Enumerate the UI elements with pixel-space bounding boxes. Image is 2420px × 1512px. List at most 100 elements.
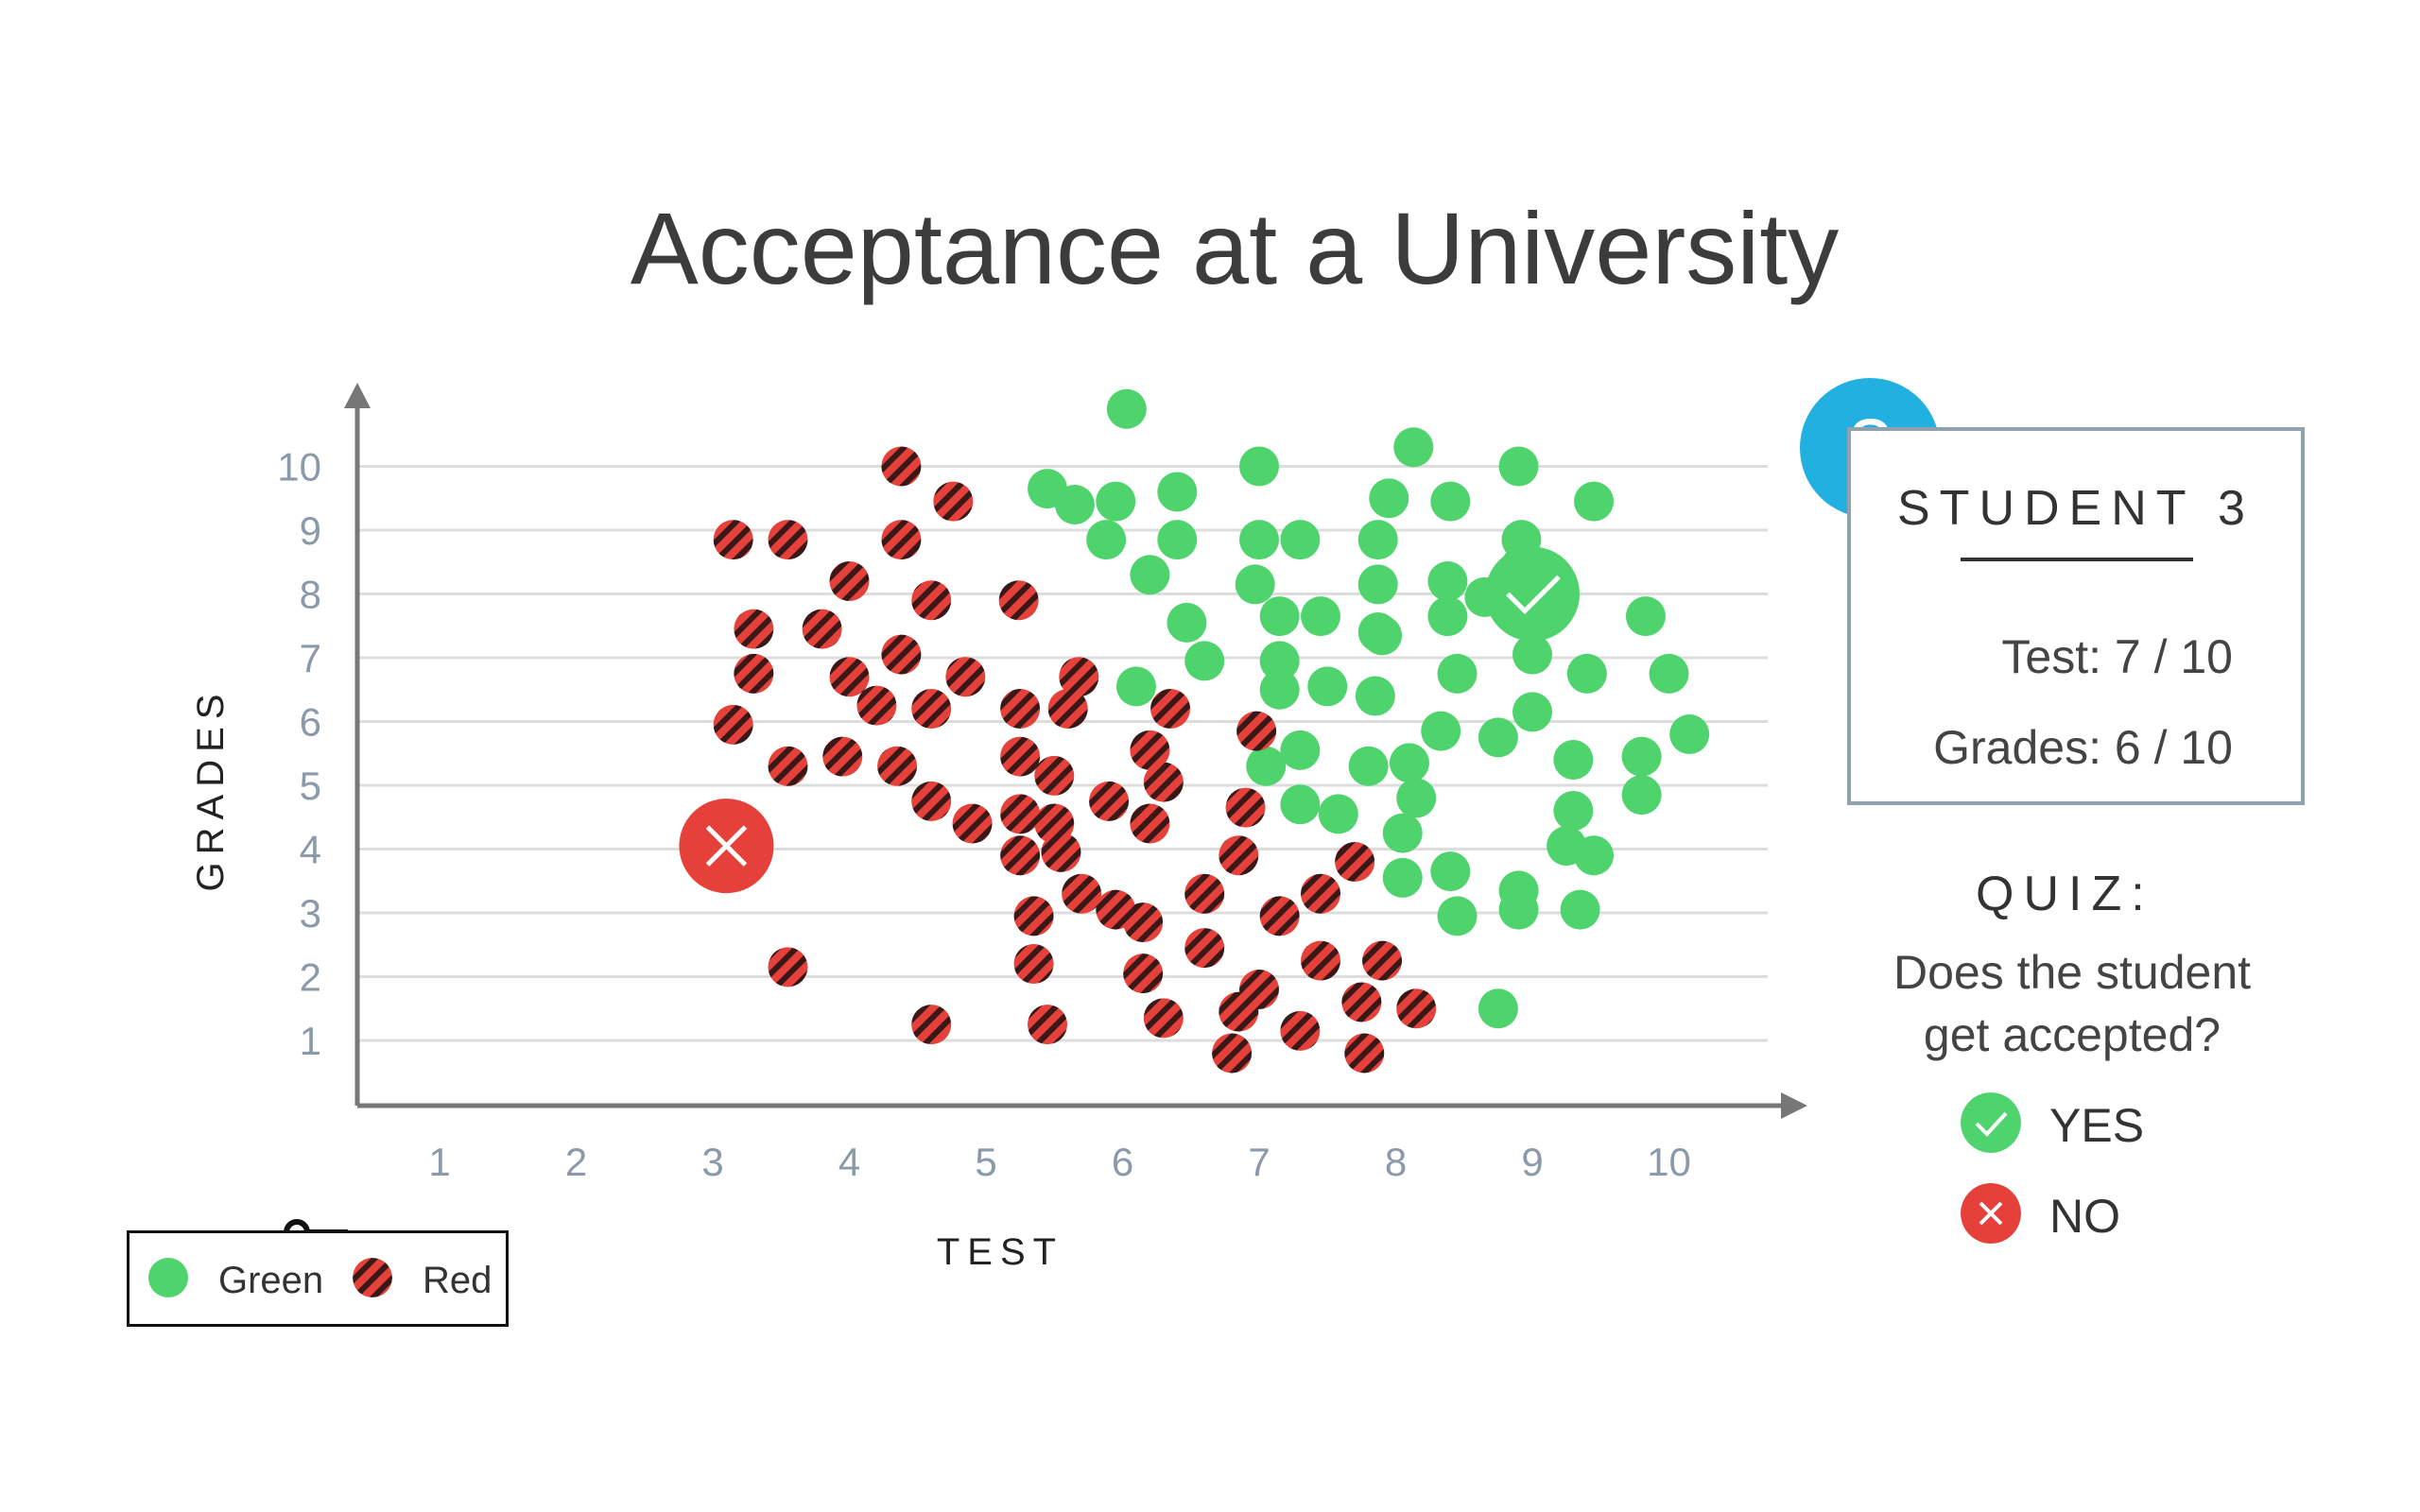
red-point xyxy=(1362,940,1403,981)
red-point xyxy=(1123,902,1164,943)
green-point xyxy=(1357,564,1398,605)
red-point xyxy=(1301,940,1341,981)
red-point xyxy=(1301,873,1341,914)
y-tick-label: 7 xyxy=(300,636,321,680)
green-point xyxy=(1553,740,1594,780)
red-point xyxy=(1396,988,1437,1029)
red-point xyxy=(1280,1010,1321,1051)
green-point xyxy=(1239,446,1279,487)
chart-title: Acceptance at a University xyxy=(630,191,1840,305)
red-point xyxy=(1000,835,1041,876)
green-point xyxy=(1382,813,1423,853)
red-point xyxy=(881,520,922,560)
green-point xyxy=(1307,666,1348,707)
red-point xyxy=(933,481,974,522)
red-point xyxy=(945,657,986,697)
x-tick-label: 6 xyxy=(1112,1140,1133,1184)
red-point xyxy=(877,746,918,786)
axis-labels: 1 2 3 4 5 6 7 8 9 10 1 2 3 4 5 6 7 8 9 10 TEST GRADES xyxy=(190,445,1691,1274)
green-point xyxy=(1621,775,1662,816)
red-point xyxy=(1013,944,1054,984)
red-point xyxy=(998,580,1039,621)
y-tick-label: 9 xyxy=(300,508,321,553)
red-point xyxy=(1059,657,1099,697)
green-point xyxy=(1157,472,1198,512)
y-tick-label: 8 xyxy=(300,573,321,617)
y-axis-arrow xyxy=(344,383,371,408)
x-icon xyxy=(1961,1183,2021,1244)
red-point xyxy=(1335,842,1375,882)
red-point xyxy=(1143,762,1184,802)
green-point xyxy=(1106,388,1147,429)
quiz-title: QUIZ: xyxy=(1976,867,2154,921)
green-point xyxy=(1280,730,1321,770)
red-point xyxy=(822,736,863,777)
y-axis-title: GRADES xyxy=(190,687,232,892)
green-point xyxy=(1498,889,1539,930)
answer-no-option[interactable]: NO xyxy=(1961,1183,2159,1244)
green-point xyxy=(1246,746,1287,786)
green-point xyxy=(1157,520,1198,560)
legend-green-label: Green xyxy=(218,1260,324,1301)
red-point xyxy=(713,520,753,560)
red-point xyxy=(1028,1005,1068,1045)
red-point xyxy=(1236,711,1277,751)
student-heading: STUDENT 3 xyxy=(1897,481,2255,536)
red-point xyxy=(911,580,952,621)
red-point xyxy=(1184,873,1225,914)
check-icon xyxy=(1961,1092,2021,1153)
green-point xyxy=(1130,555,1170,595)
red-point xyxy=(881,634,922,675)
green-point xyxy=(1478,717,1518,758)
legend: Green Red xyxy=(127,1230,509,1327)
green-point xyxy=(1280,520,1321,560)
green-point xyxy=(1427,596,1468,637)
red-point xyxy=(1150,689,1191,729)
check-icon xyxy=(1506,575,1561,615)
x-tick-label: 5 xyxy=(975,1140,996,1184)
y-tick-label: 4 xyxy=(300,828,321,872)
green-point xyxy=(1621,736,1662,777)
red-point xyxy=(1034,755,1075,796)
answer-yes-option[interactable]: YES xyxy=(1961,1092,2159,1153)
green-point xyxy=(1566,653,1607,694)
green-point xyxy=(1574,835,1615,876)
x-tick-label: 7 xyxy=(1248,1140,1270,1184)
red-point xyxy=(1184,928,1225,969)
green-point xyxy=(1430,851,1471,892)
grades-score: Grades: 6 / 10 xyxy=(1933,721,2233,774)
legend-red-label: Red xyxy=(423,1260,493,1301)
answer-no-label: NO xyxy=(2049,1190,2120,1243)
heading-underline xyxy=(1961,558,2193,561)
green-point xyxy=(1437,896,1478,936)
green-point xyxy=(1259,669,1300,710)
green-point xyxy=(1355,676,1395,716)
green-point xyxy=(1318,794,1358,834)
red-point xyxy=(768,746,808,786)
green-point xyxy=(1235,564,1275,605)
green-point xyxy=(1396,778,1437,818)
x-tick-label: 3 xyxy=(701,1140,723,1184)
red-point xyxy=(713,704,753,745)
green-point xyxy=(1280,784,1321,825)
red-point xyxy=(1089,781,1130,821)
red-point xyxy=(1219,991,1259,1032)
y-tick-label: 3 xyxy=(300,891,321,936)
green-point xyxy=(1512,692,1552,732)
green-point xyxy=(1096,481,1136,522)
y-tick-label: 6 xyxy=(300,700,321,745)
legend-green-swatch xyxy=(148,1258,188,1297)
red-point xyxy=(1259,896,1300,936)
green-point xyxy=(1115,666,1156,707)
y-tick-label: 1 xyxy=(300,1019,321,1063)
green-point xyxy=(1348,746,1389,786)
quiz-question: Does the student get accepted? xyxy=(1847,941,2297,1066)
red-point xyxy=(856,685,897,726)
x-axis-title: TEST xyxy=(937,1231,1063,1273)
green-point xyxy=(1054,485,1095,524)
x-tick-label: 9 xyxy=(1521,1140,1543,1184)
green-point xyxy=(1421,711,1461,751)
red-point xyxy=(829,657,870,697)
green-point xyxy=(1369,478,1409,519)
accepted-student-marker xyxy=(1485,546,1580,642)
